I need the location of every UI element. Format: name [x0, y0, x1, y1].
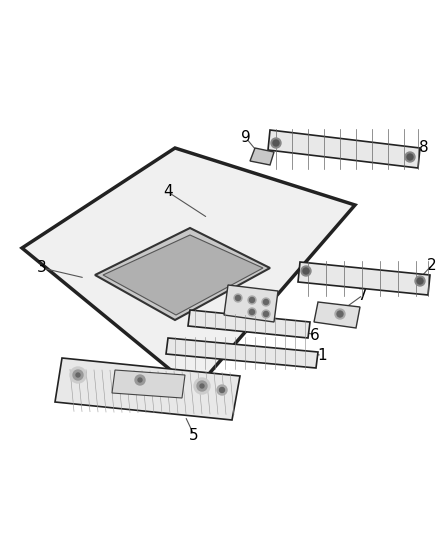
Circle shape — [236, 295, 240, 301]
Polygon shape — [268, 130, 420, 168]
Circle shape — [262, 310, 270, 318]
Text: 8: 8 — [419, 141, 429, 156]
Circle shape — [264, 300, 268, 304]
Circle shape — [73, 370, 83, 380]
Polygon shape — [55, 358, 240, 420]
Polygon shape — [112, 370, 185, 398]
Circle shape — [248, 308, 256, 316]
Polygon shape — [103, 235, 263, 315]
Polygon shape — [22, 148, 355, 390]
Polygon shape — [298, 262, 430, 295]
Circle shape — [337, 311, 343, 317]
Circle shape — [417, 278, 423, 284]
Circle shape — [335, 309, 345, 319]
Circle shape — [405, 152, 415, 162]
Text: 6: 6 — [310, 327, 320, 343]
Circle shape — [407, 154, 413, 160]
Circle shape — [271, 138, 281, 148]
Circle shape — [415, 276, 425, 286]
Circle shape — [248, 296, 256, 304]
Circle shape — [219, 387, 225, 392]
Circle shape — [132, 372, 148, 388]
Circle shape — [234, 294, 242, 302]
Circle shape — [200, 384, 204, 388]
Polygon shape — [224, 285, 278, 322]
Text: 1: 1 — [317, 348, 327, 362]
Circle shape — [301, 266, 311, 276]
Circle shape — [273, 140, 279, 146]
Circle shape — [250, 310, 254, 314]
Circle shape — [303, 268, 309, 274]
Text: 9: 9 — [241, 131, 251, 146]
Text: 3: 3 — [37, 261, 47, 276]
Circle shape — [138, 378, 142, 382]
Text: 7: 7 — [358, 287, 368, 303]
Circle shape — [264, 311, 268, 317]
Polygon shape — [314, 302, 360, 328]
Polygon shape — [166, 338, 318, 368]
Text: 2: 2 — [427, 257, 437, 272]
Text: 4: 4 — [163, 184, 173, 199]
Polygon shape — [188, 310, 310, 338]
Circle shape — [262, 298, 270, 306]
Polygon shape — [95, 228, 270, 320]
Polygon shape — [250, 148, 274, 165]
Circle shape — [250, 297, 254, 303]
Circle shape — [217, 385, 227, 395]
Circle shape — [194, 378, 210, 394]
Circle shape — [70, 367, 86, 383]
Circle shape — [76, 373, 80, 377]
Text: 7: 7 — [217, 271, 227, 286]
Circle shape — [197, 381, 207, 391]
Circle shape — [135, 375, 145, 385]
Text: 5: 5 — [189, 427, 199, 442]
